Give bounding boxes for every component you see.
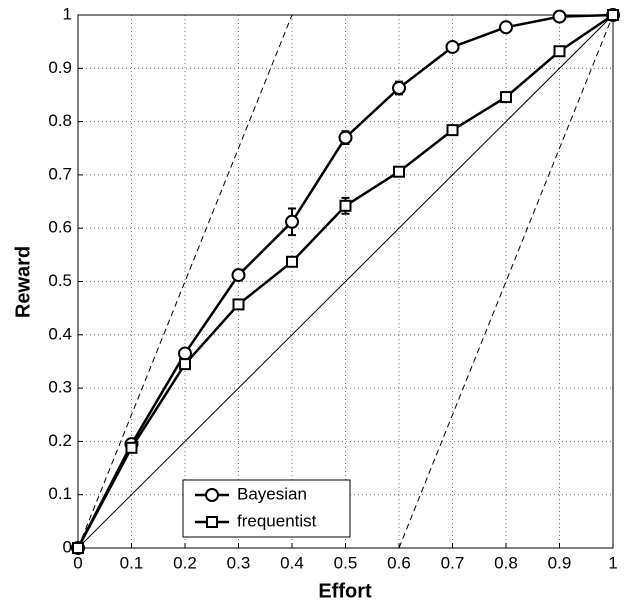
legend-label: Bayesian: [237, 484, 307, 503]
y-tick-label: 0.1: [48, 484, 72, 503]
marker: [552, 9, 567, 24]
x-tick-label: 0.8: [494, 553, 518, 572]
x-axis-label: Effort: [318, 580, 372, 602]
y-tick-label: 0.6: [48, 218, 72, 237]
marker: [446, 124, 459, 137]
marker: [285, 214, 299, 229]
y-tick-label: 0.3: [48, 378, 72, 397]
x-tick-label: 0.1: [120, 553, 144, 572]
x-tick-label: 0.6: [387, 553, 411, 572]
marker: [500, 91, 512, 104]
marker: [445, 39, 460, 54]
marker: [179, 358, 191, 371]
x-tick-label: 0.3: [227, 553, 251, 572]
y-axis-label: Reward: [12, 246, 34, 318]
reference-line: [77, 14, 614, 549]
x-tick-label: 0.4: [280, 553, 304, 572]
y-tick-label: 0.4: [48, 324, 72, 343]
x-tick-label: 0.9: [548, 553, 572, 572]
reference-line: [398, 14, 614, 549]
legend-marker: [206, 516, 218, 528]
marker: [232, 298, 245, 311]
legend-marker: [205, 488, 219, 502]
y-tick-label: 0.9: [48, 58, 72, 77]
y-tick-label: 1: [63, 4, 72, 23]
marker: [339, 199, 352, 212]
y-tick-label: 0.5: [48, 271, 72, 290]
x-tick-label: 0: [73, 553, 82, 572]
reference-line: [77, 14, 293, 549]
marker: [125, 441, 138, 454]
marker: [72, 542, 84, 554]
y-tick-label: 0: [63, 537, 72, 556]
plot-frame: [77, 14, 614, 549]
marker: [553, 45, 566, 58]
x-tick-label: 0.2: [173, 553, 197, 572]
marker: [286, 255, 298, 268]
x-tick-label: 0.7: [441, 553, 465, 572]
marker: [499, 20, 513, 35]
marker: [392, 81, 406, 96]
marker: [231, 268, 246, 283]
marker: [607, 9, 619, 21]
y-tick-label: 0.2: [48, 431, 72, 450]
y-tick-label: 0.8: [48, 111, 72, 130]
x-tick-label: 1: [608, 553, 617, 572]
x-tick-label: 0.5: [334, 553, 358, 572]
marker: [338, 130, 353, 145]
y-tick-label: 0.7: [48, 164, 72, 183]
marker: [393, 165, 405, 178]
legend-label: frequentist: [237, 511, 317, 530]
